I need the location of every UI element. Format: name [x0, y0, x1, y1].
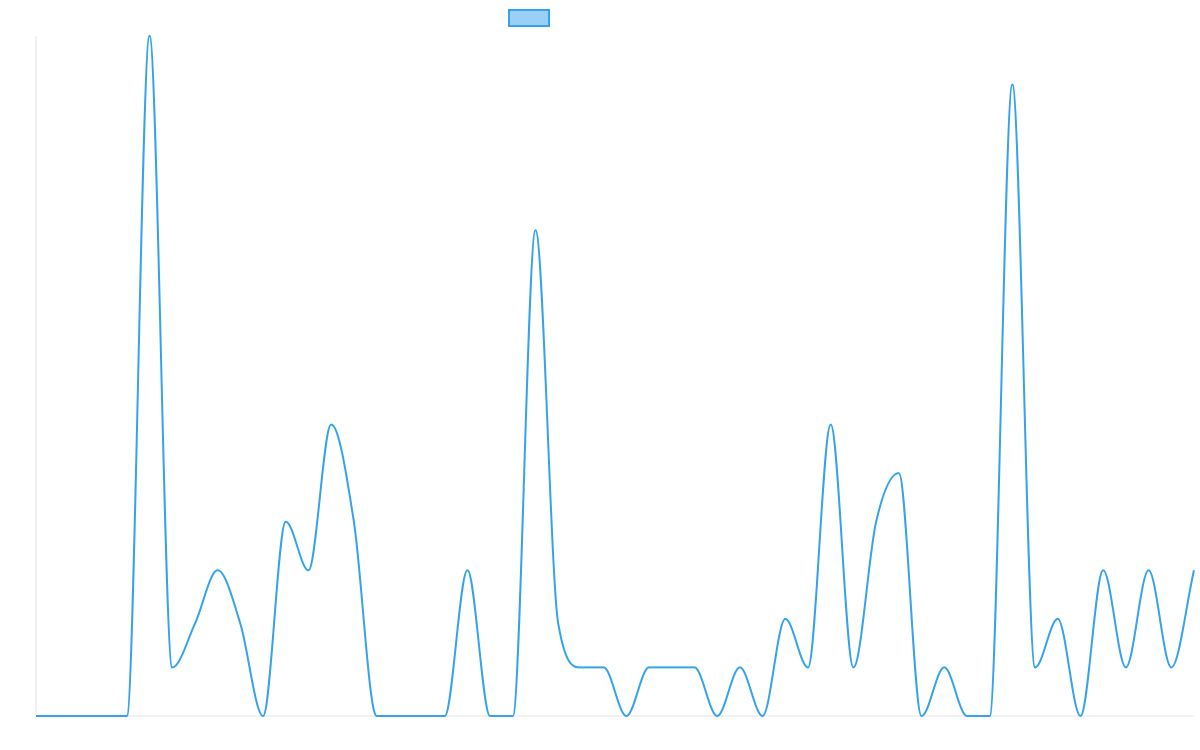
data-point[interactable]	[394, 711, 404, 721]
data-point[interactable]	[1007, 80, 1017, 90]
data-point[interactable]	[848, 662, 858, 672]
data-point[interactable]	[1053, 614, 1063, 624]
axes	[35, 36, 1194, 717]
data-point[interactable]	[1075, 711, 1085, 721]
data-point[interactable]	[667, 662, 677, 672]
data-point[interactable]	[712, 711, 722, 721]
data-point[interactable]	[31, 711, 41, 721]
data-point[interactable]	[1030, 662, 1040, 672]
data-point[interactable]	[281, 517, 291, 527]
data-point[interactable]	[553, 619, 563, 629]
data-point[interactable]	[440, 711, 450, 721]
data-point[interactable]	[962, 711, 972, 721]
data-point[interactable]	[826, 420, 836, 430]
data-point[interactable]	[644, 662, 654, 672]
data-point[interactable]	[213, 565, 223, 575]
data-point[interactable]	[1121, 662, 1131, 672]
data-point[interactable]	[803, 662, 813, 672]
data-point[interactable]	[599, 662, 609, 672]
data-point[interactable]	[99, 711, 109, 721]
data-point[interactable]	[621, 711, 631, 721]
data-point[interactable]	[735, 662, 745, 672]
data-point[interactable]	[871, 517, 881, 527]
data-point[interactable]	[349, 517, 359, 527]
data-point[interactable]	[531, 225, 541, 235]
legend-swatch[interactable]	[508, 9, 550, 27]
data-point[interactable]	[939, 662, 949, 672]
data-point[interactable]	[758, 711, 768, 721]
data-point[interactable]	[780, 614, 790, 624]
data-point[interactable]	[917, 711, 927, 721]
data-point[interactable]	[258, 711, 268, 721]
legend[interactable]	[508, 9, 556, 27]
data-point[interactable]	[508, 711, 518, 721]
data-point[interactable]	[76, 711, 86, 721]
data-point[interactable]	[235, 619, 245, 629]
data-point[interactable]	[1166, 662, 1176, 672]
data-point[interactable]	[985, 711, 995, 721]
data-point[interactable]	[190, 619, 200, 629]
data-point[interactable]	[145, 31, 155, 41]
series-line[interactable]	[36, 35, 1195, 717]
data-point[interactable]	[303, 565, 313, 575]
data-point[interactable]	[1098, 565, 1108, 575]
data-point[interactable]	[326, 420, 336, 430]
data-point[interactable]	[462, 565, 472, 575]
data-point[interactable]	[417, 711, 427, 721]
data-point[interactable]	[372, 711, 382, 721]
series-layer	[31, 31, 1199, 721]
data-point[interactable]	[1189, 565, 1199, 575]
data-point[interactable]	[54, 711, 64, 721]
data-point[interactable]	[689, 662, 699, 672]
data-point[interactable]	[576, 662, 586, 672]
data-point[interactable]	[485, 711, 495, 721]
data-point[interactable]	[122, 711, 132, 721]
data-point[interactable]	[894, 468, 904, 478]
data-point[interactable]	[167, 662, 177, 672]
data-point[interactable]	[1144, 565, 1154, 575]
